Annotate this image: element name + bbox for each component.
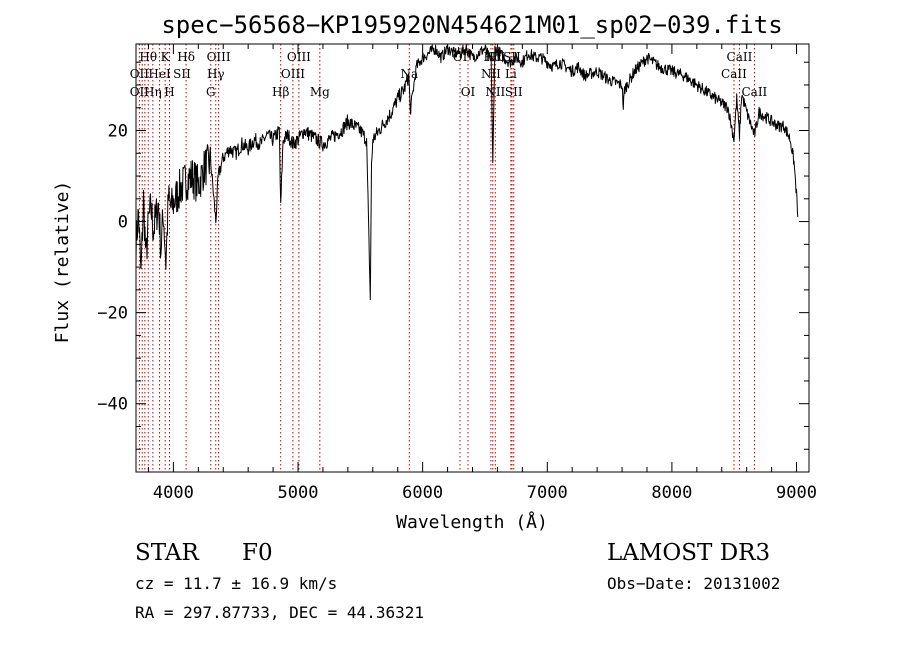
x-tick-label: 7000 [527, 483, 568, 503]
line-label: CaII [741, 85, 767, 99]
obs-date: Obs−Date: 20131002 [607, 574, 780, 593]
line-label: Li [505, 67, 517, 81]
object-subclass: F0 [242, 540, 273, 566]
x-tick-label: 9000 [776, 483, 817, 503]
line-label: K [161, 50, 171, 64]
line-label: Mg [310, 85, 330, 99]
object-class: STAR [135, 540, 199, 566]
line-label: OIII [287, 50, 311, 64]
x-tick-label: 4000 [153, 483, 194, 503]
line-label: CaII [721, 67, 747, 81]
ra-dec: RA = 297.87733, DEC = 44.36321 [135, 603, 424, 622]
line-label: Hγ [207, 67, 225, 81]
line-label: Hδ [177, 50, 195, 64]
line-label: OII [130, 67, 150, 81]
y-tick-label: 20 [108, 122, 128, 142]
line-label: OI [461, 85, 476, 99]
x-tick-label: 8000 [651, 483, 692, 503]
line-label: SII [505, 85, 523, 99]
line-label: Hη [144, 85, 162, 99]
x-axis-label: Wavelength (Å) [396, 511, 548, 533]
y-axis-label: Flux (relative) [52, 181, 73, 344]
line-label: OIII [281, 67, 305, 81]
line-label: Na [400, 67, 418, 81]
chart-title: spec−56568−KP195920N454621M01_sp02−039.f… [161, 11, 782, 39]
line-label: Hθ [139, 50, 157, 64]
x-axis-ticks: 4000 5000 6000 7000 8000 9000 [147, 44, 817, 503]
line-label: CaII [727, 50, 753, 64]
line-label: H [164, 85, 174, 99]
line-label: HeI [148, 67, 171, 81]
line-label: OII [130, 85, 150, 99]
line-label: SII [173, 67, 191, 81]
x-tick-label: 6000 [402, 483, 443, 503]
line-label: NII [485, 85, 505, 99]
emission-line-markers [138, 44, 755, 472]
x-tick-label: 5000 [278, 483, 319, 503]
y-tick-label: −20 [97, 304, 128, 324]
line-label: G [206, 85, 216, 99]
spectrum-line [135, 44, 799, 301]
plot-frame [135, 43, 810, 473]
line-label: OIII [207, 50, 231, 64]
spectrum-series [135, 44, 799, 301]
redshift-cz: cz = 11.7 ± 16.9 km/s [135, 574, 337, 593]
y-tick-label: −40 [97, 395, 128, 415]
line-label: Hβ [272, 85, 289, 99]
y-axis-ticks: −40 −20 0 20 [97, 61, 809, 473]
survey-name: LAMOST DR3 [607, 540, 770, 566]
y-tick-label: 0 [118, 213, 128, 233]
